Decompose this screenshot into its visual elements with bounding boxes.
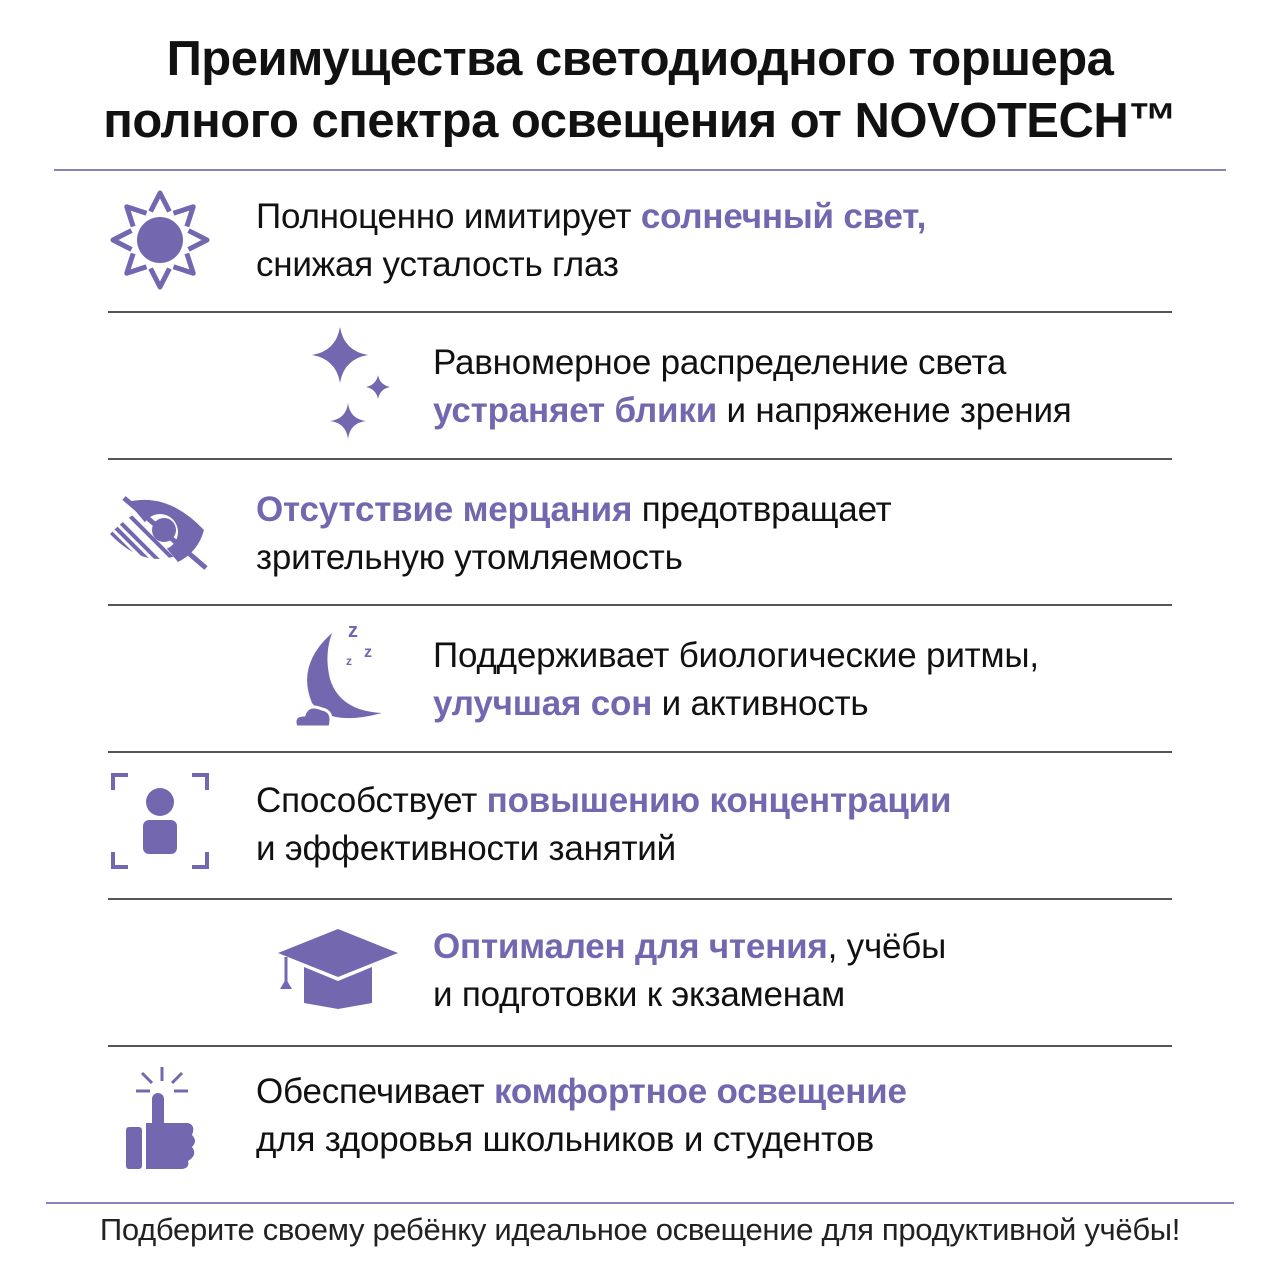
graduation-cap-icon (278, 929, 398, 1009)
highlight-text: Отсутствие мерцания (256, 490, 633, 529)
sparkles-icon (312, 327, 390, 439)
benefit-line: зрительную утомляемость (256, 534, 892, 582)
highlight-text: комфортное освещение (494, 1072, 907, 1111)
footer-divider (46, 1202, 1234, 1204)
benefit-line: Отсутствие мерцания предотвращает (256, 486, 892, 534)
benefit-text: предотвращает (632, 490, 892, 529)
sun-icon (110, 190, 210, 290)
benefit-line: и подготовки к экзаменам (433, 971, 946, 1019)
benefit-text: и активность (652, 684, 869, 723)
benefit-line: устраняет блики и напряжение зрения (433, 387, 1072, 435)
title-line-2: полного спектра освещения от NOVOTECH™ (103, 94, 1177, 148)
benefit-text: Равномерное распределение света (433, 343, 1007, 382)
row-divider (108, 458, 1172, 460)
row-divider (108, 311, 1172, 313)
benefit-line: улучшая сон и активность (433, 680, 1039, 728)
title-line-1: Преимущества светодиодного торшера (166, 32, 1114, 86)
benefit-item: Обеспечивает комфортное освещение для здо… (256, 1068, 907, 1164)
benefit-item: Поддерживает биологические ритмы, улучшая… (433, 632, 1039, 728)
moon-sleep-icon: z z z (293, 620, 382, 729)
benefit-line: Полноценно имитирует солнечный свет, (256, 193, 926, 241)
highlight-text: Оптимален для чтения (433, 927, 828, 966)
benefit-item: Полноценно имитирует солнечный свет, сниж… (256, 193, 926, 289)
highlight-text: повышению концентрации (486, 781, 952, 820)
highlight-text: солнечный свет, (640, 197, 927, 236)
header-divider (54, 169, 1226, 171)
benefit-line: снижая усталость глаз (256, 241, 926, 289)
benefit-line: Равномерное распределение света (433, 339, 1072, 387)
benefit-text: Способствует (256, 781, 487, 820)
row-divider (108, 751, 1172, 753)
svg-text:z: z (348, 620, 358, 642)
thumbs-up-icon (126, 1067, 195, 1169)
benefit-text: и напряжение зрения (717, 391, 1072, 430)
benefit-line: Обеспечивает комфортное освещение (256, 1068, 907, 1116)
benefit-text: , учёбы (827, 927, 947, 966)
svg-text:z: z (346, 654, 352, 668)
benefit-item: Отсутствие мерцания предотвращает зритель… (256, 486, 892, 582)
eye-no-flicker-icon (110, 496, 208, 570)
benefit-text: зрительную утомляемость (256, 538, 683, 577)
row-divider (108, 1045, 1172, 1047)
benefit-text: Поддерживает биологические ритмы, (433, 636, 1039, 675)
benefit-line: для здоровья школьников и студентов (256, 1116, 907, 1164)
benefit-text: для здоровья школьников и студентов (256, 1120, 875, 1159)
benefit-line: Поддерживает биологические ритмы, (433, 632, 1039, 680)
benefit-item: Равномерное распределение света устраняет… (433, 339, 1072, 435)
focus-person-icon (111, 773, 209, 869)
benefit-text: снижая усталость глаз (256, 245, 619, 284)
benefit-line: и эффективности занятий (256, 825, 951, 873)
page-title: Преимущества светодиодного торшера полно… (0, 28, 1280, 152)
benefit-text: и эффективности занятий (256, 829, 676, 868)
svg-text:z: z (364, 644, 372, 661)
benefit-line: Способствует повышению концентрации (256, 777, 952, 825)
highlight-text: улучшая сон (433, 684, 653, 723)
benefit-text: Полноценно имитирует (256, 197, 641, 236)
benefit-item: Оптимален для чтения, учёбы и подготовки … (433, 923, 946, 1019)
row-divider (108, 898, 1172, 900)
benefit-text: Обеспечивает (256, 1072, 495, 1111)
benefit-item: Способствует повышению концентрации и эфф… (256, 777, 952, 873)
row-divider (108, 604, 1172, 606)
footer-call-to-action: Подберите своему ребёнку идеальное освещ… (99, 1212, 1181, 1247)
highlight-text: устраняет блики (433, 391, 718, 430)
benefit-text: и подготовки к экзаменам (433, 975, 846, 1014)
benefit-line: Оптимален для чтения, учёбы (433, 923, 946, 971)
